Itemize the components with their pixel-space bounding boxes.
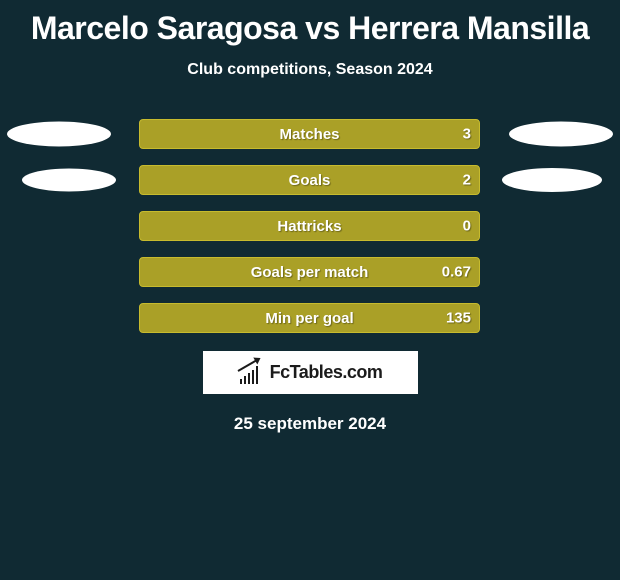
logo: FcTables.com (238, 362, 383, 384)
ellipse-right-icon (502, 168, 602, 192)
logo-chart-icon (238, 362, 264, 384)
stat-label: Min per goal (140, 310, 479, 327)
stat-row-hattricks: Hattricks 0 (0, 211, 620, 241)
stat-label: Goals (140, 172, 479, 189)
ellipse-left-icon (22, 169, 116, 192)
stat-value: 0.67 (442, 264, 471, 281)
logo-box: FcTables.com (203, 351, 418, 394)
stat-row-goals-per-match: Goals per match 0.67 (0, 257, 620, 287)
stat-row-goals: Goals 2 (0, 165, 620, 195)
stat-label: Matches (140, 126, 479, 143)
ellipse-left-icon (7, 122, 111, 147)
stat-value: 2 (463, 172, 471, 189)
stat-label: Goals per match (140, 264, 479, 281)
stat-value: 135 (446, 310, 471, 327)
stat-bar: Matches 3 (139, 119, 480, 149)
stat-row-matches: Matches 3 (0, 119, 620, 149)
ellipse-right-icon (509, 122, 613, 147)
stat-bar: Hattricks 0 (139, 211, 480, 241)
page-subtitle: Club competitions, Season 2024 (0, 61, 620, 79)
stat-bar: Goals 2 (139, 165, 480, 195)
stat-bar: Goals per match 0.67 (139, 257, 480, 287)
logo-text: FcTables.com (270, 362, 383, 383)
stat-row-min-per-goal: Min per goal 135 (0, 303, 620, 333)
stat-label: Hattricks (140, 218, 479, 235)
page-title: Marcelo Saragosa vs Herrera Mansilla (0, 0, 620, 47)
stat-value: 0 (463, 218, 471, 235)
date-line: 25 september 2024 (0, 414, 620, 434)
stat-value: 3 (463, 126, 471, 143)
stat-bar: Min per goal 135 (139, 303, 480, 333)
stats-panel: Matches 3 Goals 2 Hattricks 0 Goals per … (0, 119, 620, 434)
